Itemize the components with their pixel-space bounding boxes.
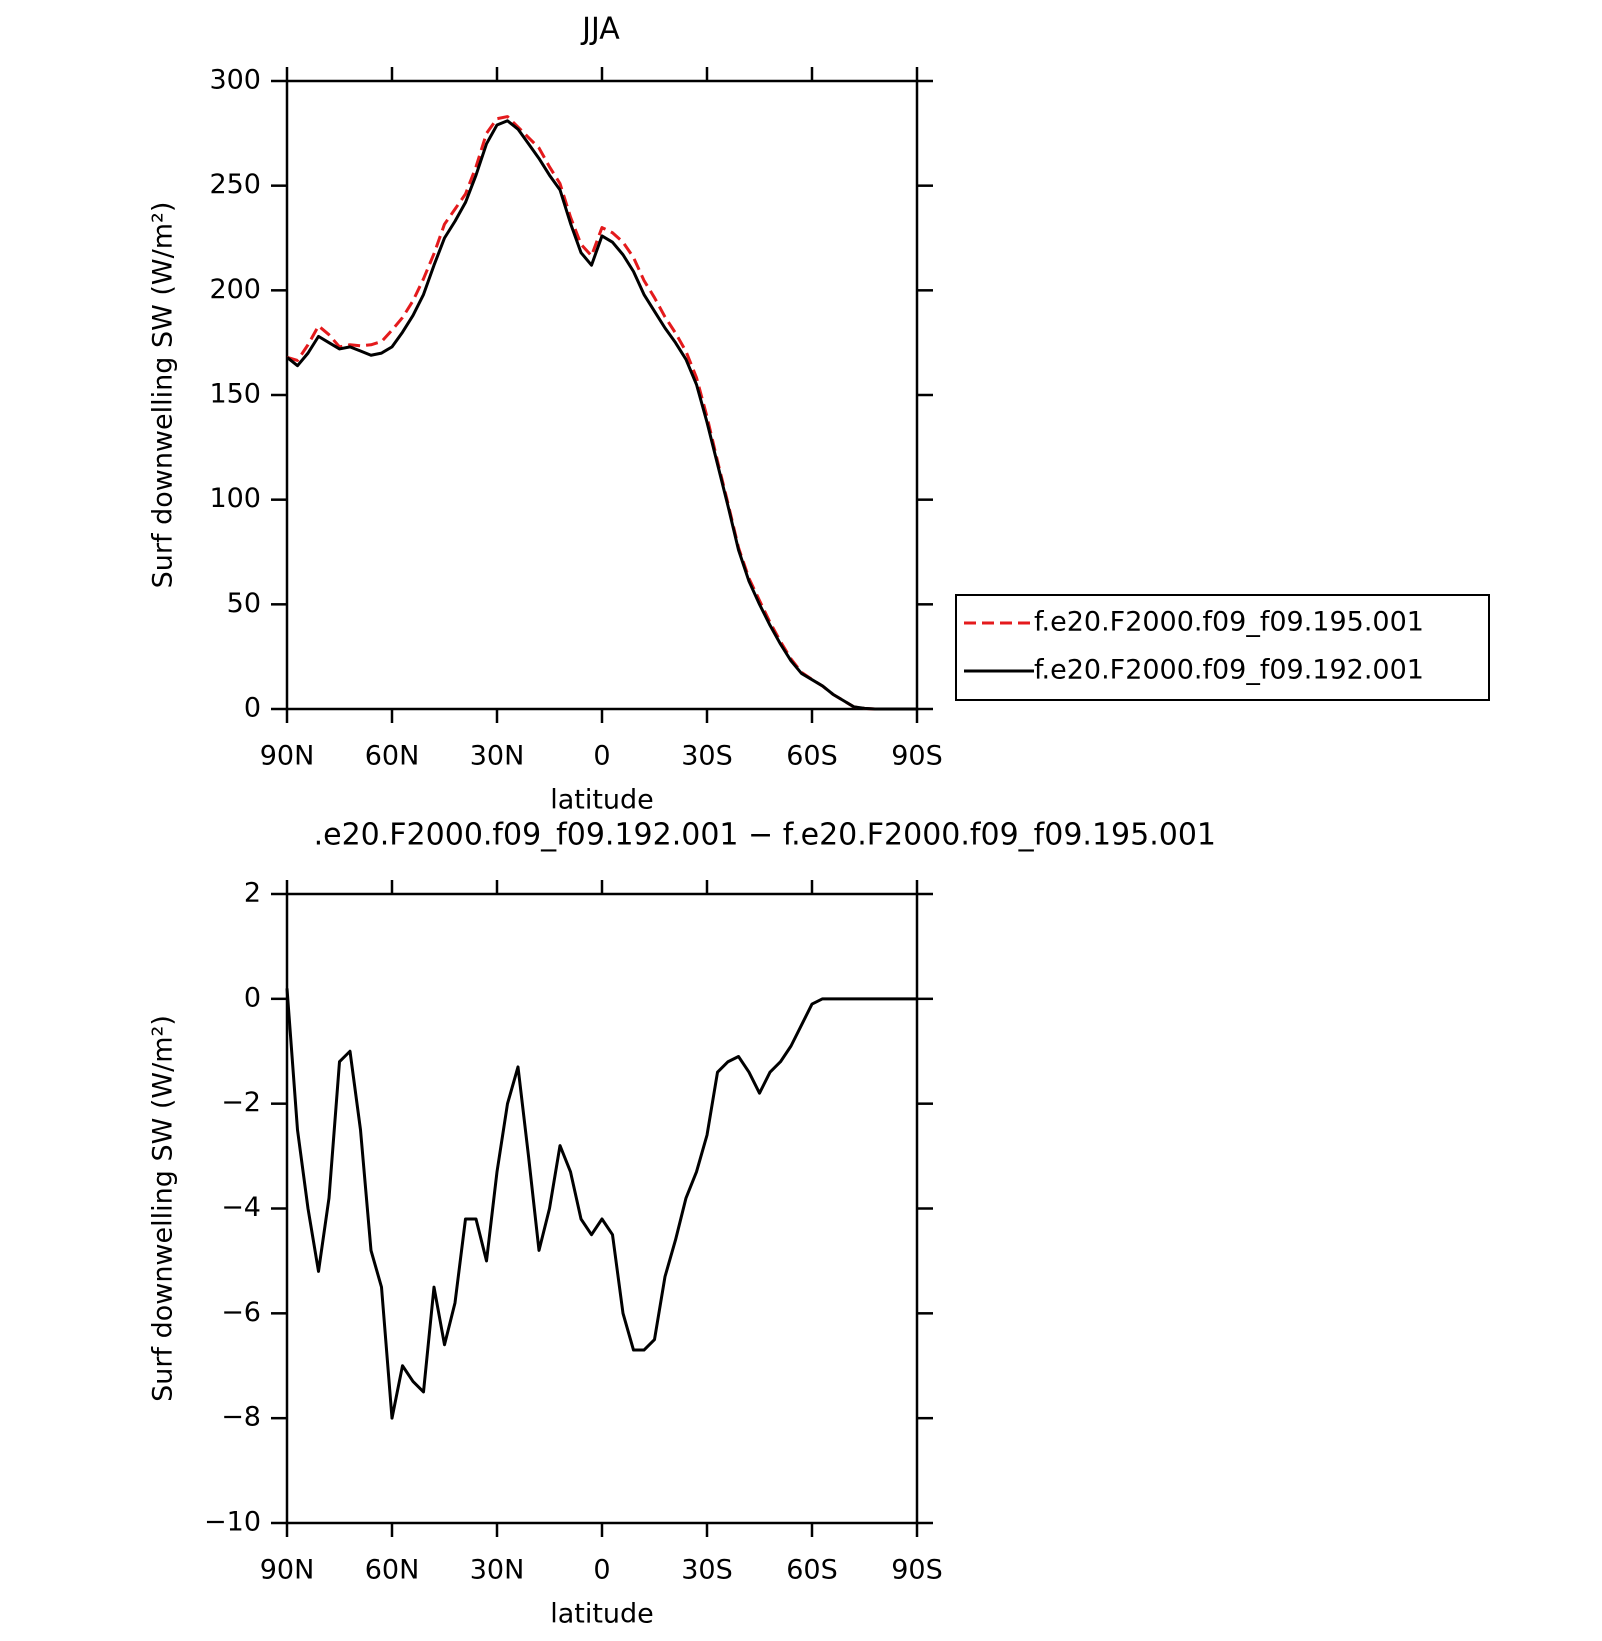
legend-label: f.e20.F2000.f09_f09.192.001 xyxy=(1034,655,1424,686)
plot-frame xyxy=(285,79,919,711)
x-tick-label: 60S xyxy=(786,741,838,772)
x-tick-label: 60N xyxy=(365,1555,420,1586)
legend-box xyxy=(955,594,1490,701)
y-tick-label: 150 xyxy=(209,379,261,410)
x-tick-label: 30S xyxy=(681,1555,733,1586)
y-tick-label: 100 xyxy=(209,483,261,514)
y-tick-label: −4 xyxy=(221,1192,261,1223)
x-axis-title: latitude xyxy=(550,785,654,816)
x-axis-title: latitude xyxy=(550,1599,654,1630)
x-tick-label: 90N xyxy=(260,741,315,772)
y-tick-label: 0 xyxy=(244,982,261,1013)
y-tick-label: 0 xyxy=(244,693,261,724)
x-tick-label: 30S xyxy=(681,741,733,772)
chart-title: .e20.F2000.f09_f09.192.001 − f.e20.F2000… xyxy=(314,818,1216,853)
y-tick-label: −10 xyxy=(204,1507,261,1538)
x-tick-label: 30N xyxy=(470,741,525,772)
data-line xyxy=(286,119,917,711)
y-tick-label: 300 xyxy=(209,65,261,96)
x-tick-label: 0 xyxy=(593,741,610,772)
y-tick-label: 200 xyxy=(209,274,261,305)
y-tick-label: −8 xyxy=(221,1402,261,1433)
y-axis-title: Surf downwelling SW (W/m²) xyxy=(148,202,179,589)
plot-frame xyxy=(285,892,919,1525)
y-tick-label: 2 xyxy=(244,878,261,909)
data-line xyxy=(285,988,917,1420)
y-tick-label: 250 xyxy=(209,169,261,200)
y-tick-label: −6 xyxy=(221,1297,261,1328)
y-axis-title: Surf downwelling SW (W/m²) xyxy=(148,1015,179,1402)
y-tick-label: 50 xyxy=(227,588,261,619)
x-tick-label: 90S xyxy=(891,1555,943,1586)
x-tick-label: 90N xyxy=(260,1555,315,1586)
x-tick-label: 60N xyxy=(365,741,420,772)
x-tick-label: 0 xyxy=(593,1555,610,1586)
data-line xyxy=(286,115,917,711)
legend-label: f.e20.F2000.f09_f09.195.001 xyxy=(1034,607,1424,638)
x-tick-label: 30N xyxy=(470,1555,525,1586)
x-tick-label: 90S xyxy=(891,741,943,772)
x-tick-label: 60S xyxy=(786,1555,838,1586)
y-tick-label: −2 xyxy=(221,1087,261,1118)
chart-title: JJA xyxy=(580,12,620,47)
